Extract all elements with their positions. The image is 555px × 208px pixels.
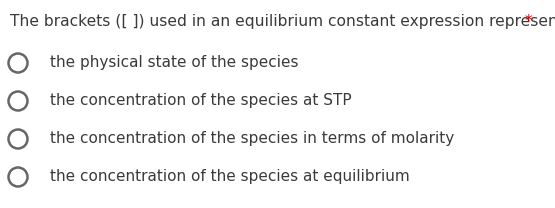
Text: the concentration of the species in terms of molarity: the concentration of the species in term…: [50, 131, 454, 146]
Text: *: *: [520, 14, 533, 29]
Text: the physical state of the species: the physical state of the species: [50, 55, 299, 70]
Text: the concentration of the species at STP: the concentration of the species at STP: [50, 93, 352, 108]
Text: the concentration of the species at equilibrium: the concentration of the species at equi…: [50, 169, 410, 184]
Text: The brackets ([ ]) used in an equilibrium constant expression represent: The brackets ([ ]) used in an equilibriu…: [10, 14, 555, 29]
